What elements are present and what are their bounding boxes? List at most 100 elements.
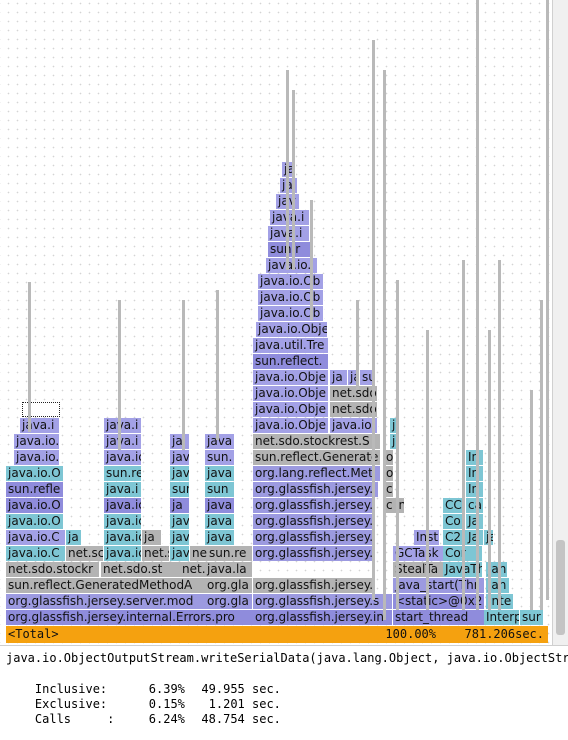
flame-frame[interactable]: java.io. <box>266 258 318 273</box>
flame-frame[interactable]: java.io.C <box>6 530 66 545</box>
flame-frame[interactable]: In <box>466 466 484 481</box>
flame-frame[interactable]: ja <box>170 434 190 449</box>
flame-frame[interactable]: org.glassfish.jersey.internal.Errors.pro <box>6 610 254 625</box>
flame-frame[interactable]: GCTask <box>393 546 445 561</box>
vertical-scrollbar[interactable] <box>552 0 568 645</box>
flame-frame[interactable]: C2 <box>443 530 467 545</box>
flame-frame[interactable]: c <box>384 482 394 497</box>
thin-call-stack[interactable] <box>462 260 465 610</box>
thin-call-stack[interactable] <box>28 282 31 432</box>
flame-frame[interactable]: org.glassfish.jersey. <box>253 578 373 593</box>
thin-call-stack[interactable] <box>182 300 185 450</box>
flame-frame[interactable]: sun.reflect.GeneratedMethodA <box>6 578 206 593</box>
thin-call-stack[interactable] <box>530 390 533 610</box>
flame-frame[interactable]: java.io.Obje <box>253 402 329 417</box>
flame-frame[interactable]: java.ic <box>104 450 142 465</box>
flame-frame[interactable]: java.i <box>104 434 142 449</box>
total-frame[interactable]: <Total> 100.00% 781.206sec. <box>6 626 548 643</box>
flame-frame[interactable]: ja <box>142 530 162 545</box>
flame-frame[interactable]: jav <box>170 450 190 465</box>
thin-call-stack[interactable] <box>476 0 479 610</box>
flame-frame[interactable]: org.glassfish.jersey. <box>253 530 375 545</box>
flame-frame[interactable]: jav <box>170 514 190 529</box>
flame-frame[interactable]: java.i <box>270 210 310 225</box>
flame-frame[interactable]: java.io.Ob <box>258 306 324 321</box>
flame-frame[interactable]: StealTa <box>393 562 445 577</box>
thin-call-stack[interactable] <box>396 280 399 610</box>
flame-frame[interactable]: jav <box>170 530 190 545</box>
flame-frame[interactable]: In <box>466 450 484 465</box>
flame-frame[interactable]: java.io. <box>14 434 60 449</box>
flame-frame[interactable]: sun.re <box>207 546 253 561</box>
flame-frame[interactable]: ja <box>280 178 298 193</box>
flame-frame[interactable]: java <box>205 530 235 545</box>
flame-frame[interactable]: org.glassfish.jersey. <box>253 514 375 529</box>
flame-graph[interactable]: org.glassfish.jersey.internal.Errors.pro… <box>0 0 552 645</box>
flame-frame[interactable]: java.i <box>104 482 142 497</box>
thin-call-stack[interactable] <box>216 290 219 440</box>
flame-frame[interactable]: net.sdo. <box>330 402 378 417</box>
flame-frame[interactable]: java.ic <box>104 498 142 513</box>
flame-frame[interactable]: java.util.Tre <box>253 338 329 353</box>
flame-frame[interactable]: java <box>205 514 235 529</box>
thin-call-stack[interactable] <box>356 300 359 390</box>
flame-frame[interactable]: java.ic <box>104 546 142 561</box>
flame-frame[interactable]: org.glassfish.jersey. <box>253 482 379 497</box>
flame-frame[interactable]: java.io.C <box>6 546 66 561</box>
thin-call-stack[interactable] <box>292 90 295 270</box>
flame-frame[interactable]: In <box>393 498 405 513</box>
flame-frame[interactable]: sun.refle <box>6 482 64 497</box>
flame-frame[interactable]: ne <box>190 546 208 561</box>
flame-frame[interactable]: sun.reflect. <box>253 354 329 369</box>
flame-frame[interactable]: java_start(Thr <box>393 578 485 593</box>
thin-call-stack[interactable] <box>286 70 289 270</box>
flame-frame[interactable]: o <box>384 466 394 481</box>
flame-frame[interactable]: jav <box>170 466 190 481</box>
flame-frame[interactable]: o <box>384 450 394 465</box>
flame-frame[interactable]: java.io.Obje <box>253 386 329 401</box>
flame-frame[interactable]: java.i <box>20 418 60 433</box>
flame-frame[interactable]: sun.re <box>104 466 142 481</box>
flame-frame[interactable]: ja <box>170 498 190 513</box>
scrollbar-thumb[interactable] <box>556 540 565 635</box>
thin-call-stack[interactable] <box>383 70 386 620</box>
thin-call-stack[interactable] <box>426 330 429 610</box>
flame-frame[interactable]: net.sdo.stockr <box>6 562 100 577</box>
flame-frame[interactable]: java.io.Ob <box>258 274 324 289</box>
flame-frame[interactable]: net.sdo.stockrest.S <box>253 434 381 449</box>
flame-frame[interactable]: java.i <box>268 226 310 241</box>
flame-frame[interactable]: ja <box>330 370 348 385</box>
flame-frame[interactable]: Ja <box>466 514 484 529</box>
flame-frame[interactable]: Ja <box>466 530 484 545</box>
flame-frame[interactable]: org.glassfish.jersey. <box>253 498 375 513</box>
flame-frame[interactable]: java.ic <box>104 514 142 529</box>
thin-call-stack[interactable] <box>540 300 543 610</box>
flame-frame[interactable]: net.sdo.st <box>101 562 181 577</box>
flame-frame[interactable]: net.sc <box>66 546 104 561</box>
flame-frame[interactable]: java.io.Obje <box>253 418 329 433</box>
flame-frame[interactable]: java.io.O <box>6 498 64 513</box>
flame-frame[interactable]: org.glassfish.jersey.in <box>253 610 393 625</box>
flame-frame[interactable]: java.io.Ob <box>258 290 324 305</box>
flame-frame[interactable]: java.ic <box>104 530 142 545</box>
flame-frame[interactable]: ca <box>466 498 484 513</box>
selected-frame-outline[interactable] <box>22 402 60 417</box>
flame-frame[interactable]: ja <box>66 530 82 545</box>
flame-frame[interactable]: java.io.Obje <box>256 322 328 337</box>
thin-call-stack[interactable] <box>310 200 313 320</box>
flame-frame[interactable]: org.glassfish.jersey. <box>253 546 375 561</box>
thin-call-stack[interactable] <box>546 0 549 600</box>
flame-frame[interactable]: java.la <box>205 562 253 577</box>
flame-frame[interactable]: In <box>466 482 484 497</box>
thin-call-stack[interactable] <box>118 300 121 450</box>
flame-frame[interactable]: <static>@0x2 <box>393 594 485 609</box>
flame-frame[interactable]: Cor <box>443 546 483 561</box>
thin-call-stack[interactable] <box>372 40 375 600</box>
flame-frame[interactable]: Interp <box>484 610 520 625</box>
flame-frame[interactable]: org.glassfish.jersey.server.mod <box>6 594 206 609</box>
flame-frame[interactable]: org.glassfish.jersey.s <box>253 594 393 609</box>
flame-frame[interactable]: sun <box>170 482 190 497</box>
flame-frame[interactable]: sun. <box>205 450 235 465</box>
flame-frame[interactable]: sun <box>205 482 235 497</box>
flame-frame[interactable]: org.gla <box>205 594 253 609</box>
